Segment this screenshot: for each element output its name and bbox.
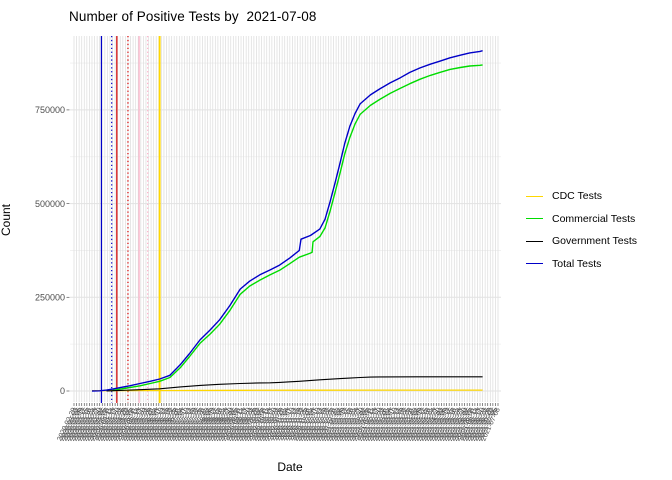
legend-item-label: Total Tests — [552, 257, 602, 270]
series-line-commercial-tests — [112, 64, 483, 392]
legend-item-cdc-tests: CDC Tests — [526, 185, 637, 208]
legend-key-line — [526, 240, 543, 242]
series-line-cdc-tests — [91, 389, 483, 392]
chart-title: Number of Positive Tests by 2021-07-08 — [69, 9, 317, 24]
legend-item-label: CDC Tests — [552, 190, 602, 203]
legend-key-line — [526, 263, 543, 265]
y-tick-label: 0 — [60, 386, 65, 396]
series-line-government-tests — [106, 376, 483, 392]
y-tick-label: 500000 — [35, 199, 65, 209]
y-tick-label: 750000 — [35, 105, 65, 115]
series-line-total-tests — [91, 50, 483, 392]
legend: CDC Tests Commercial Tests Government Test… — [526, 185, 637, 275]
legend-item-total-tests: Total Tests — [526, 253, 637, 276]
legend-item-label: Commercial Tests — [552, 212, 636, 225]
legend-item-commercial-tests: Commercial Tests — [526, 208, 637, 231]
legend-item-government-tests: Government Tests — [526, 230, 637, 253]
legend-item-label: Government Tests — [552, 235, 638, 248]
y-tick-label: 250000 — [35, 293, 65, 303]
x-axis-title: Date — [277, 460, 303, 474]
legend-key-line — [526, 195, 543, 197]
legend-key-line — [526, 218, 543, 220]
